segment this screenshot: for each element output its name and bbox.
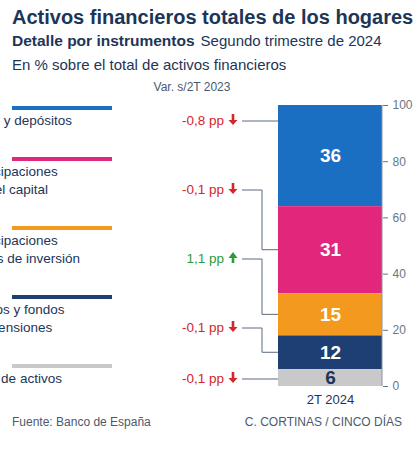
html-text:Detalle por instrumentos Segun: Detalle por instrumentos Segundo trimest… (12, 32, 382, 49)
svg-text:100: 100 (393, 98, 413, 112)
svg-text:60: 60 (393, 211, 407, 225)
html-text:Activos financieros totales de: Activos financieros totales de los hogar… (12, 6, 414, 28)
svg-text:Participaciones: Participaciones (0, 233, 58, 248)
html-text:Fuente: Banco de España: Fuente: Banco de España (12, 415, 151, 429)
svg-text:-0,1 pp: -0,1 pp (182, 320, 224, 335)
svg-text:40: 40 (393, 267, 407, 281)
svg-text:20: 20 (393, 323, 407, 337)
html-text:En % sobre el total de activos: En % sobre el total de activos financier… (12, 56, 287, 73)
svg-text:12: 12 (320, 342, 341, 363)
svg-text:31: 31 (320, 239, 342, 260)
svg-text:15: 15 (320, 304, 342, 325)
svg-text:de pensiones: de pensiones (0, 320, 52, 335)
svg-text:en fondos de inversión: en fondos de inversión (0, 251, 80, 266)
svg-text:Participaciones: Participaciones (0, 164, 58, 179)
svg-text:1,1 pp: 1,1 pp (186, 251, 224, 266)
svg-text:Var. s/2T 2023: Var. s/2T 2023 (154, 80, 231, 94)
svg-text:Seguros y fondos: Seguros y fondos (0, 302, 65, 317)
svg-text:36: 36 (320, 145, 341, 166)
svg-text:Resto de activos: Resto de activos (0, 371, 62, 386)
svg-text:-0,1 pp: -0,1 pp (182, 371, 224, 386)
svg-text:0: 0 (393, 379, 400, 393)
svg-text:-0,1 pp: -0,1 pp (182, 182, 224, 197)
html-text:C. CORTINAS / CINCO DÍAS: C. CORTINAS / CINCO DÍAS (244, 415, 402, 429)
svg-text:2T 2024: 2T 2024 (307, 392, 354, 407)
svg-text:80: 80 (393, 155, 407, 169)
svg-text:6: 6 (325, 367, 336, 388)
svg-text:en el capital: en el capital (0, 182, 48, 197)
svg-text:Efectivo y depósitos: Efectivo y depósitos (0, 113, 72, 128)
svg-text:-0,8 pp: -0,8 pp (182, 113, 224, 128)
